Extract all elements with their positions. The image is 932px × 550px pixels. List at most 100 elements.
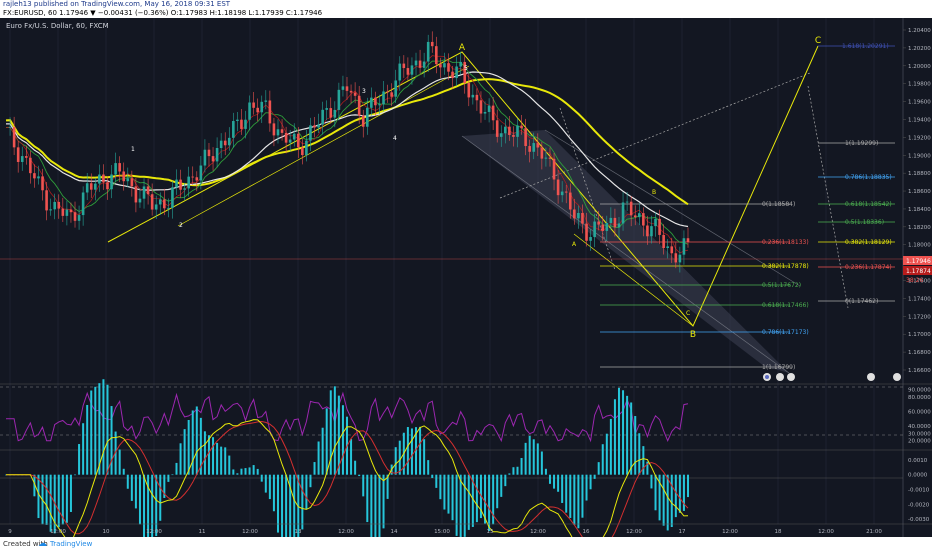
rsi-indicator — [6, 391, 689, 443]
wave-channel-line — [177, 65, 470, 227]
candle-body — [272, 123, 276, 136]
candle-body — [98, 174, 101, 184]
candle-body — [41, 176, 44, 191]
candle-body — [422, 61, 426, 68]
macd-histogram-bar — [646, 461, 649, 475]
macd-histogram-bar — [427, 460, 430, 475]
candle-body — [20, 156, 24, 162]
event-flag-icon — [787, 373, 795, 381]
candle-body — [499, 133, 503, 137]
candle-body — [426, 41, 430, 62]
candle-body — [215, 148, 219, 162]
price-tick-label: 1.17600 — [908, 279, 931, 285]
candle-body — [154, 204, 158, 210]
price-tick-label: 1.19600 — [908, 100, 931, 106]
time-tick-label: 21:00 — [866, 529, 882, 535]
candle-body — [467, 82, 471, 98]
candle-body — [455, 66, 458, 79]
macd-histogram-bar — [329, 390, 332, 475]
macd-histogram-bar — [536, 443, 539, 475]
candle-body — [248, 102, 251, 120]
candle-body — [236, 119, 239, 122]
macd-histogram-bar — [106, 384, 109, 475]
candle-body — [183, 188, 186, 190]
time-axis[interactable]: 9 12:00 10 12:00 11 12:00 13 12:00 14 15:00 15 12:0… — [8, 529, 882, 535]
macd-histogram-bar — [228, 455, 231, 475]
price-tick-label: 1.19200 — [908, 135, 931, 141]
candle-body — [118, 163, 121, 172]
candle-body — [122, 171, 126, 182]
macd-histogram-bar — [415, 427, 418, 475]
candle-body — [199, 165, 203, 181]
candle-body — [288, 139, 292, 143]
candle-body — [670, 246, 674, 254]
candle-body — [654, 218, 657, 227]
macd-histogram-bar — [492, 474, 495, 525]
subwave-label-c: C — [686, 310, 690, 317]
candle-body — [540, 147, 544, 159]
candle-body — [361, 115, 365, 127]
ma-medium-line — [5, 71, 689, 228]
macd-histogram-bar — [57, 474, 60, 528]
tradingview-brand[interactable]: TradingView — [50, 540, 93, 548]
candle-body — [85, 183, 89, 193]
macd-histogram-bar — [512, 467, 515, 475]
chart-canvas[interactable]: Euro Fx/U.S. Dollar, 60, FXCM 0(1.18584)… — [0, 18, 932, 550]
price-tick-label: 1.18400 — [908, 207, 931, 213]
candle-body — [171, 187, 174, 208]
wave-label-B: B — [690, 330, 696, 340]
publisher-line: rajleh13 published on TradingView.com, M… — [3, 0, 231, 8]
macd-histogram-bar — [451, 474, 454, 521]
price-tick-label: 1.19800 — [908, 82, 931, 88]
candle-body — [24, 156, 28, 158]
candle-body — [674, 253, 678, 263]
macd-histogram-bar — [504, 474, 507, 487]
candle-body — [406, 68, 410, 75]
price-tick-label: 1.20000 — [908, 64, 931, 70]
chart-area[interactable]: Euro Fx/U.S. Dollar, 60, FXCM 0(1.18584)… — [0, 18, 932, 550]
macd-histogram-bar — [183, 429, 186, 475]
time-tick-label: 12:00 — [242, 529, 258, 535]
candle-body — [150, 194, 154, 210]
time-tick-label: 12:00 — [338, 529, 354, 535]
price-tick-label: 1.18000 — [908, 243, 931, 249]
macd-histogram-bar — [561, 474, 564, 503]
price-tick-label: 1.18800 — [908, 171, 931, 177]
countdown-value: 38:26 — [906, 277, 923, 284]
footer: Created with ☁ TradingView — [0, 537, 932, 550]
candle-body — [625, 201, 629, 203]
candle-body — [77, 215, 81, 221]
macd-histogram-bar — [232, 469, 235, 475]
macd-histogram-bar — [134, 474, 137, 509]
candle-body — [658, 218, 661, 235]
fib-labels-right: 1.618(1.20291) 1(1.19299) 0.786(1.18835)… — [842, 43, 892, 305]
candle-body — [471, 94, 475, 98]
rsi-tick-label: 60.0000 — [908, 410, 931, 416]
macd-histogram-bar — [313, 462, 316, 475]
candle-body — [29, 157, 32, 174]
macd-histogram-bar — [406, 427, 409, 475]
candle-body — [73, 212, 77, 221]
macd-histogram-bar — [500, 474, 503, 497]
event-icons[interactable] — [763, 373, 901, 381]
macd-histogram-bar — [540, 451, 543, 475]
price-tick-label: 1.16600 — [908, 368, 931, 374]
candle-body — [475, 94, 479, 101]
fib-label: 0.382(1.17878) — [762, 263, 809, 270]
macd-histogram-bar — [126, 474, 129, 489]
macd-histogram-bar — [268, 474, 271, 500]
candle-body — [37, 176, 40, 179]
candle-body — [512, 134, 515, 137]
macd-histogram-bar — [455, 474, 458, 536]
candle-body — [219, 140, 223, 149]
macd-histogram-bar — [216, 442, 219, 475]
macd-histogram-bar — [321, 427, 324, 475]
candle-body — [260, 101, 264, 113]
macd-histogram-bar — [236, 473, 239, 475]
macd-histogram-bar — [471, 474, 474, 527]
event-flag-icon — [867, 373, 875, 381]
fib-label: 0.236(1.18133) — [762, 239, 809, 246]
candle-body — [191, 176, 195, 178]
candle-body — [585, 223, 588, 241]
macd-histogram-bar — [293, 474, 296, 550]
